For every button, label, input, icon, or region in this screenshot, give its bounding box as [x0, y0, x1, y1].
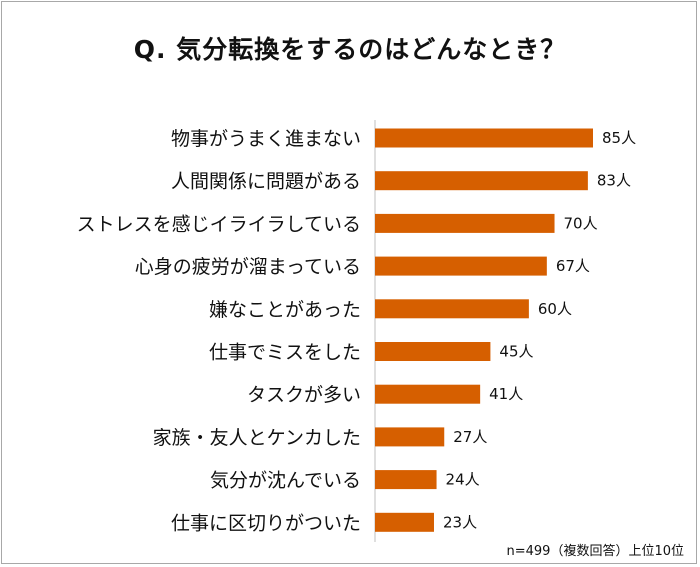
value-label: 85人: [602, 129, 636, 147]
value-label: 70人: [564, 214, 598, 232]
bar: [375, 427, 445, 447]
category-label: 嫌なことがあった: [209, 299, 361, 321]
value-label: 45人: [499, 343, 533, 361]
sample-note: n=499（複数回答）上位10位: [506, 544, 685, 559]
value-label: 60人: [538, 300, 572, 318]
bar: [375, 512, 434, 532]
value-label: 41人: [489, 385, 523, 403]
bar: [375, 299, 529, 319]
chart-title: Q. 気分転換をするのはどんなとき？: [133, 35, 567, 64]
category-label: 物事がうまく進まない: [171, 128, 361, 150]
bar: [375, 256, 547, 276]
category-label: 家族・友人とケンカした: [153, 427, 361, 449]
category-label: 仕事に区切りがついた: [171, 512, 361, 534]
value-label: 27人: [453, 428, 487, 446]
category-label: ストレスを感じイライラしている: [77, 213, 361, 235]
category-label: 仕事でミスをした: [209, 342, 361, 364]
bar: [375, 342, 491, 361]
value-label: 67人: [556, 257, 590, 275]
category-label: 気分が沈んでいる: [210, 470, 361, 492]
category-label: 人間関係に問題がある: [171, 171, 361, 193]
value-label: 24人: [446, 471, 480, 489]
value-label: 83人: [597, 172, 631, 190]
bar: [375, 470, 437, 490]
category-label: タスクが多い: [247, 384, 361, 406]
value-label: 23人: [443, 513, 477, 531]
bar: [375, 213, 555, 233]
bar: [375, 384, 481, 404]
bar: [375, 171, 588, 191]
bar: [375, 128, 593, 148]
category-label: 心身の疲労が溜まっている: [135, 256, 361, 278]
